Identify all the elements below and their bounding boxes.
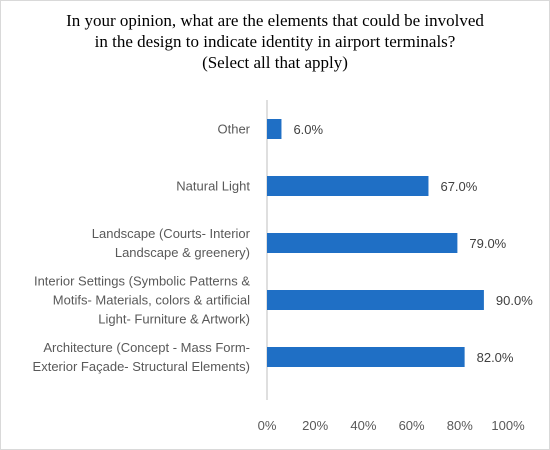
chart-title: In your opinion, what are the elements t…: [20, 10, 530, 73]
category-label: Exterior Façade- Structural Elements): [33, 359, 250, 374]
category-label: Interior Settings (Symbolic Patterns &: [34, 274, 250, 289]
bar: [267, 290, 484, 310]
x-tick-label: 60%: [399, 418, 425, 433]
data-label: 90.0%: [496, 293, 533, 308]
category-label: Other: [217, 122, 250, 137]
data-label: 6.0%: [293, 122, 323, 137]
category-label: Architecture (Concept - Mass Form-: [43, 340, 250, 355]
data-label: 79.0%: [469, 236, 506, 251]
category-label: Landscape & greenery): [115, 245, 250, 260]
bar: [267, 119, 282, 139]
category-label: Motifs- Materials, colors & artificial: [53, 293, 250, 308]
chart-title-line-1: In your opinion, what are the elements t…: [66, 11, 484, 30]
chart-title-line-3: (Select all that apply): [202, 53, 348, 72]
x-tick-label: 100%: [491, 418, 525, 433]
category-label: Landscape (Courts- Interior: [92, 226, 251, 241]
x-tick-label: 20%: [302, 418, 328, 433]
bar: [267, 233, 458, 253]
x-tick-label: 0%: [258, 418, 277, 433]
category-label: Natural Light: [176, 179, 250, 194]
x-tick-label: 40%: [350, 418, 376, 433]
chart-title-line-2: in the design to indicate identity in ai…: [94, 32, 456, 51]
category-label: Light- Furniture & Artwork): [98, 312, 250, 327]
data-label: 82.0%: [477, 350, 514, 365]
bar: [267, 176, 429, 196]
x-tick-label: 80%: [447, 418, 473, 433]
bar: [267, 347, 465, 367]
data-label: 67.0%: [440, 179, 477, 194]
